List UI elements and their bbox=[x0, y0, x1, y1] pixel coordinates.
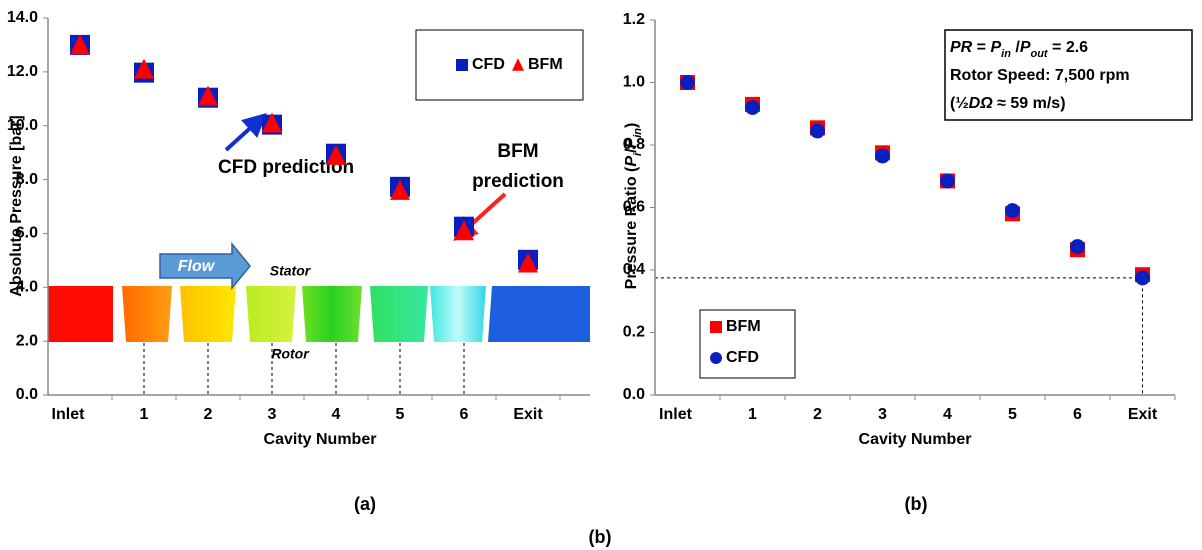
marker-circle bbox=[940, 173, 955, 188]
y-axis-label: Absolute Pressure [bar] bbox=[8, 115, 25, 296]
x-tick-label: 3 bbox=[268, 406, 277, 423]
marker-circle bbox=[680, 75, 695, 90]
text-run: P bbox=[990, 39, 1001, 56]
text-run: ) bbox=[623, 123, 640, 128]
y-tick-label: 4.0 bbox=[16, 279, 38, 296]
x-tick-label: 4 bbox=[332, 406, 341, 423]
exit-block bbox=[488, 286, 590, 342]
x-tick-label: 5 bbox=[1008, 406, 1017, 423]
x-tick-label: Exit bbox=[513, 406, 543, 423]
text-run: DΩ bbox=[969, 95, 994, 112]
blade bbox=[370, 286, 428, 342]
x-tick-label: 1 bbox=[748, 406, 757, 423]
flow-label: Flow bbox=[178, 258, 216, 275]
y-tick-label: 1.2 bbox=[623, 11, 645, 28]
stator-label: Stator bbox=[270, 263, 312, 279]
legend-label: CFD bbox=[472, 56, 505, 73]
text-run: P bbox=[1020, 39, 1031, 56]
x-tick-label: Inlet bbox=[52, 406, 86, 423]
figure: CFD prediction BFM prediction Flow Stato… bbox=[0, 0, 1202, 550]
text-run: out bbox=[1030, 48, 1048, 60]
y-tick-label: 0.0 bbox=[623, 386, 645, 403]
x-axis-label: Cavity Number bbox=[264, 431, 377, 448]
blade bbox=[180, 286, 236, 342]
text-run: Rotor Speed: 7,500 rpm bbox=[950, 67, 1130, 84]
text-run: P bbox=[623, 156, 640, 167]
blade bbox=[246, 286, 296, 342]
y-tick-label: 0.4 bbox=[623, 261, 645, 278]
text-run: PR bbox=[950, 39, 973, 56]
marker-circle bbox=[810, 123, 825, 138]
y-tick-label: 2.0 bbox=[16, 332, 38, 349]
marker-circle bbox=[745, 100, 760, 115]
stage-diagram bbox=[48, 244, 590, 342]
legend-marker bbox=[456, 59, 468, 71]
legend-marker bbox=[710, 321, 722, 333]
x-tick-label: 6 bbox=[1073, 406, 1082, 423]
x-tick-label: 3 bbox=[878, 406, 887, 423]
y-tick-label: 10.0 bbox=[7, 117, 38, 134]
marker-circle bbox=[1135, 270, 1150, 285]
legend-label: BFM bbox=[528, 56, 563, 73]
annotation-line: (½DΩ ≈ 59 m/s) bbox=[950, 95, 1066, 112]
x-tick-label: 5 bbox=[396, 406, 405, 423]
annotation: BFM bbox=[497, 141, 538, 162]
x-tick-label: 2 bbox=[813, 406, 822, 423]
panel-caption: (b) bbox=[905, 494, 928, 514]
x-tick-label: 6 bbox=[460, 406, 469, 423]
blade bbox=[430, 286, 486, 342]
text-run: (½ bbox=[950, 95, 969, 112]
annotation-arrow bbox=[226, 121, 258, 150]
annotation: prediction bbox=[472, 171, 564, 192]
annotation-line: Rotor Speed: 7,500 rpm bbox=[950, 67, 1130, 84]
y-tick-label: 6.0 bbox=[16, 225, 38, 242]
x-tick-label: 4 bbox=[943, 406, 952, 423]
blade bbox=[302, 286, 362, 342]
y-tick-label: 12.0 bbox=[7, 63, 38, 80]
legend-marker bbox=[710, 352, 722, 364]
y-tick-label: 0.2 bbox=[623, 324, 645, 341]
y-tick-label: 0.6 bbox=[623, 199, 645, 216]
legend-label: CFD bbox=[726, 349, 759, 366]
text-run: ≈ 59 m/s) bbox=[993, 95, 1066, 112]
x-tick-label: 1 bbox=[140, 406, 149, 423]
y-tick-label: 14.0 bbox=[7, 9, 38, 26]
y-tick-label: 8.0 bbox=[16, 171, 38, 188]
y-tick-label: 1.0 bbox=[623, 74, 645, 91]
text-run: = 2.6 bbox=[1048, 39, 1089, 56]
text-run: in bbox=[1001, 48, 1011, 60]
rotor-label: Rotor bbox=[271, 346, 310, 362]
marker-circle bbox=[875, 148, 890, 163]
x-tick-label: Exit bbox=[1128, 406, 1158, 423]
legend-label: BFM bbox=[726, 318, 761, 335]
x-tick-label: 2 bbox=[204, 406, 213, 423]
y-tick-label: 0.0 bbox=[16, 386, 38, 403]
y-tick-label: 0.8 bbox=[623, 136, 645, 153]
figure-caption: (b) bbox=[589, 527, 612, 547]
x-axis-label: Cavity Number bbox=[859, 431, 972, 448]
text-run: = bbox=[972, 39, 990, 56]
marker-circle bbox=[1005, 203, 1020, 218]
panel-caption: (a) bbox=[354, 494, 376, 514]
blade bbox=[122, 286, 172, 342]
marker-circle bbox=[1070, 239, 1085, 254]
inlet-block bbox=[48, 286, 113, 342]
x-tick-label: Inlet bbox=[659, 406, 693, 423]
